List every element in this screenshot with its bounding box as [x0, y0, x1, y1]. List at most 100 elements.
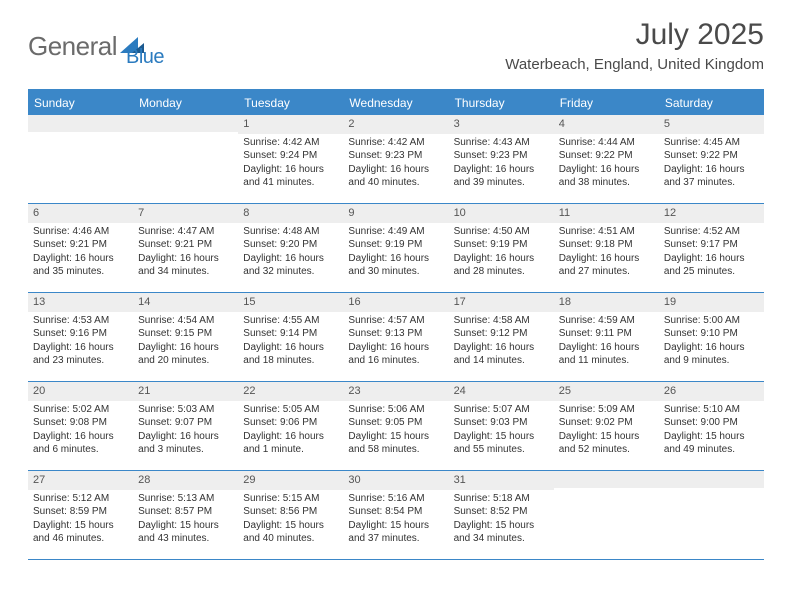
day-header: Monday	[133, 91, 238, 115]
day-cell: 1 Sunrise: 4:42 AMSunset: 9:24 PMDaylight…	[238, 115, 343, 203]
day-number: 9	[343, 204, 448, 223]
day-line: Sunrise: 5:09 AM	[559, 403, 654, 417]
day-body: Sunrise: 5:10 AMSunset: 9:00 PMDaylight:…	[659, 401, 764, 461]
day-header: Wednesday	[343, 91, 448, 115]
day-line: and 30 minutes.	[348, 265, 443, 279]
day-number: 1	[238, 115, 343, 134]
day-number: 3	[449, 115, 554, 134]
day-line: Sunrise: 4:51 AM	[559, 225, 654, 239]
day-body: Sunrise: 4:43 AMSunset: 9:23 PMDaylight:…	[449, 134, 554, 194]
day-line: Sunset: 9:23 PM	[348, 149, 443, 163]
day-line: Sunrise: 4:48 AM	[243, 225, 338, 239]
day-line: Sunrise: 4:46 AM	[33, 225, 128, 239]
day-line: and 43 minutes.	[138, 532, 233, 546]
day-body: Sunrise: 5:07 AMSunset: 9:03 PMDaylight:…	[449, 401, 554, 461]
logo: General Blue	[28, 24, 164, 69]
day-line: Sunset: 9:16 PM	[33, 327, 128, 341]
day-body: Sunrise: 5:03 AMSunset: 9:07 PMDaylight:…	[133, 401, 238, 461]
day-line: Sunset: 9:06 PM	[243, 416, 338, 430]
day-line: and 1 minute.	[243, 443, 338, 457]
day-line: Daylight: 15 hours	[33, 519, 128, 533]
day-line: and 58 minutes.	[348, 443, 443, 457]
day-cell: 16Sunrise: 4:57 AMSunset: 9:13 PMDayligh…	[343, 293, 448, 381]
day-number: 2	[343, 115, 448, 134]
day-header: Thursday	[449, 91, 554, 115]
week-row: 27Sunrise: 5:12 AMSunset: 8:59 PMDayligh…	[28, 471, 764, 560]
day-number: 18	[554, 293, 659, 312]
day-header: Saturday	[659, 91, 764, 115]
day-line: Daylight: 16 hours	[243, 341, 338, 355]
day-line: Sunrise: 4:59 AM	[559, 314, 654, 328]
day-body: Sunrise: 4:59 AMSunset: 9:11 PMDaylight:…	[554, 312, 659, 372]
day-line: and 32 minutes.	[243, 265, 338, 279]
day-line: Sunrise: 5:07 AM	[454, 403, 549, 417]
day-body: Sunrise: 4:47 AMSunset: 9:21 PMDaylight:…	[133, 223, 238, 283]
day-number: 17	[449, 293, 554, 312]
day-header: Tuesday	[238, 91, 343, 115]
day-cell: 17Sunrise: 4:58 AMSunset: 9:12 PMDayligh…	[449, 293, 554, 381]
day-line: Sunrise: 4:43 AM	[454, 136, 549, 150]
day-body: Sunrise: 4:46 AMSunset: 9:21 PMDaylight:…	[28, 223, 133, 283]
day-line: Sunset: 9:24 PM	[243, 149, 338, 163]
day-cell: 10Sunrise: 4:50 AMSunset: 9:19 PMDayligh…	[449, 204, 554, 292]
day-line: and 28 minutes.	[454, 265, 549, 279]
header: General Blue July 2025 Waterbeach, Engla…	[0, 0, 792, 81]
day-number: 19	[659, 293, 764, 312]
day-number: 31	[449, 471, 554, 490]
day-number: 7	[133, 204, 238, 223]
day-line: Sunset: 9:11 PM	[559, 327, 654, 341]
week-row: 13 Sunrise: 4:53 AMSunset: 9:16 PM Dayligh…	[28, 293, 764, 382]
day-line: Sunrise: 4:53 AM	[33, 314, 128, 328]
day-body: Sunrise: 4:48 AMSunset: 9:20 PMDaylight:…	[238, 223, 343, 283]
day-header: Sunday	[28, 91, 133, 115]
day-line: Sunset: 9:10 PM	[664, 327, 759, 341]
location-text: Waterbeach, England, United Kingdom	[505, 56, 764, 73]
day-line: Sunrise: 4:50 AM	[454, 225, 549, 239]
day-line: and 16 minutes.	[348, 354, 443, 368]
day-line: and 38 minutes.	[559, 176, 654, 190]
day-line: Sunset: 8:54 PM	[348, 505, 443, 519]
day-line: and 39 minutes.	[454, 176, 549, 190]
day-cell: 4Sunrise: 4:44 AMSunset: 9:22 PMDaylight…	[554, 115, 659, 203]
day-line: and 46 minutes.	[33, 532, 128, 546]
day-number: 13	[28, 293, 133, 312]
day-number	[554, 471, 659, 488]
day-line: and 20 minutes.	[138, 354, 233, 368]
day-body: Sunrise: 5:13 AMSunset: 8:57 PMDaylight:…	[133, 490, 238, 550]
day-cell: 25Sunrise: 5:09 AMSunset: 9:02 PMDayligh…	[554, 382, 659, 470]
logo-text-blue: Blue	[126, 46, 164, 69]
day-body: Sunrise: 5:12 AMSunset: 8:59 PMDaylight:…	[28, 490, 133, 550]
day-line: Sunset: 9:23 PM	[454, 149, 549, 163]
day-line: Sunset: 9:22 PM	[559, 149, 654, 163]
day-body: Sunrise: 5:09 AMSunset: 9:02 PMDaylight:…	[554, 401, 659, 461]
day-number: 30	[343, 471, 448, 490]
day-line: Sunrise: 4:42 AM	[243, 136, 338, 150]
day-line: Daylight: 15 hours	[559, 430, 654, 444]
day-line: Daylight: 16 hours	[243, 430, 338, 444]
day-body	[659, 488, 764, 494]
day-line: Sunset: 8:59 PM	[33, 505, 128, 519]
day-line: Sunrise: 4:52 AM	[664, 225, 759, 239]
day-line: and 34 minutes.	[454, 532, 549, 546]
day-cell: 19Sunrise: 5:00 AMSunset: 9:10 PMDayligh…	[659, 293, 764, 381]
day-line: Sunset: 9:21 PM	[138, 238, 233, 252]
day-line: Sunrise: 5:12 AM	[33, 492, 128, 506]
day-line: Daylight: 16 hours	[243, 163, 338, 177]
day-line: Daylight: 16 hours	[348, 252, 443, 266]
day-line: Sunset: 9:18 PM	[559, 238, 654, 252]
day-line: Sunset: 9:22 PM	[664, 149, 759, 163]
day-number: 8	[238, 204, 343, 223]
day-line: Daylight: 16 hours	[664, 341, 759, 355]
day-line: Sunrise: 4:57 AM	[348, 314, 443, 328]
day-line: and 55 minutes.	[454, 443, 549, 457]
day-number: 6	[28, 204, 133, 223]
day-line: and 11 minutes.	[559, 354, 654, 368]
day-body: Sunrise: 5:16 AMSunset: 8:54 PMDaylight:…	[343, 490, 448, 550]
day-cell: 21Sunrise: 5:03 AMSunset: 9:07 PMDayligh…	[133, 382, 238, 470]
day-body: Sunrise: 5:06 AMSunset: 9:05 PMDaylight:…	[343, 401, 448, 461]
day-number: 23	[343, 382, 448, 401]
day-number: 10	[449, 204, 554, 223]
day-line: Sunrise: 4:58 AM	[454, 314, 549, 328]
day-line: Daylight: 15 hours	[243, 519, 338, 533]
day-body: Sunrise: 4:44 AMSunset: 9:22 PMDaylight:…	[554, 134, 659, 194]
